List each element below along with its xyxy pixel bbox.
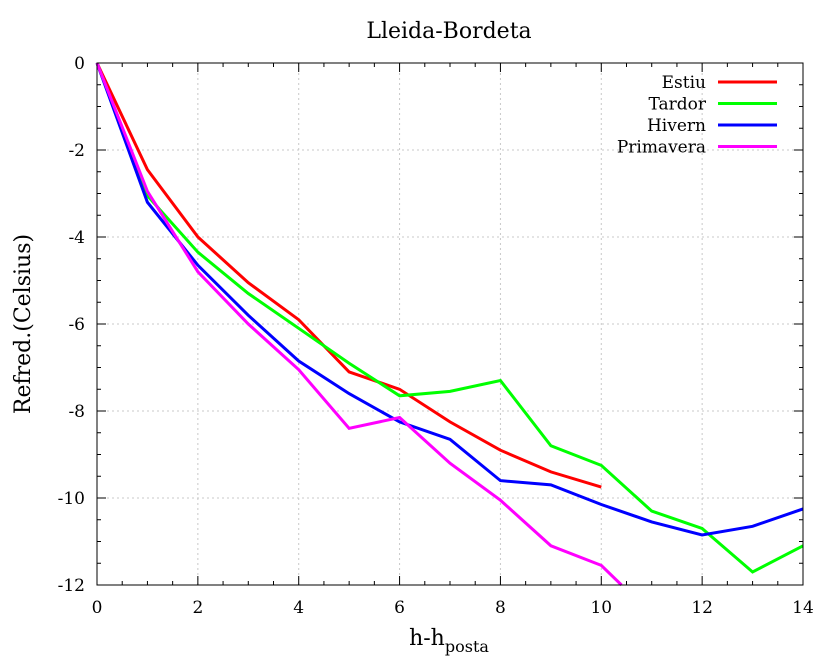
x-axis-label-main: h-h [409,626,445,651]
series-line-estiu [95,62,602,489]
legend-label-tardor: Tardor [648,95,706,115]
y-tick-label: -6 [68,315,85,335]
axis-ticks [96,62,804,586]
y-tick-label: -12 [58,576,85,596]
y-tick-label: -4 [68,228,85,248]
legend-label-estiu: Estiu [662,73,706,93]
x-tick-label: 10 [590,598,612,618]
x-tick-labels: 0 2 4 6 8 10 12 14 [92,598,814,618]
x-tick-label: 8 [495,598,506,618]
legend-label-hivern: Hivern [647,116,706,136]
x-tick-label: 4 [293,598,304,618]
series-lines [95,62,804,587]
y-tick-label: -2 [68,141,85,161]
y-tick-label: -8 [68,402,85,422]
y-tick-labels: 0 -2 -4 -6 -8 -10 -12 [58,54,85,596]
x-axis-label-subscript: posta [445,637,490,656]
chart-title: Lleida-Bordeta [366,19,531,44]
x-tick-label: 2 [192,598,203,618]
series-line-tardor [95,62,804,574]
x-tick-label: 6 [394,598,405,618]
grid [97,63,803,585]
y-tick-label: 0 [74,54,85,74]
x-tick-label: 0 [92,598,103,618]
legend-label-primavera: Primavera [617,138,706,158]
x-tick-label: 12 [691,598,713,618]
x-axis-label: h-hposta [409,626,489,656]
y-tick-label: -10 [58,489,85,509]
series-line-hivern [95,62,804,537]
series-line-primavera [95,62,623,587]
x-tick-label: 14 [792,598,814,618]
y-axis-label: Refred.(Celsius) [11,234,36,414]
